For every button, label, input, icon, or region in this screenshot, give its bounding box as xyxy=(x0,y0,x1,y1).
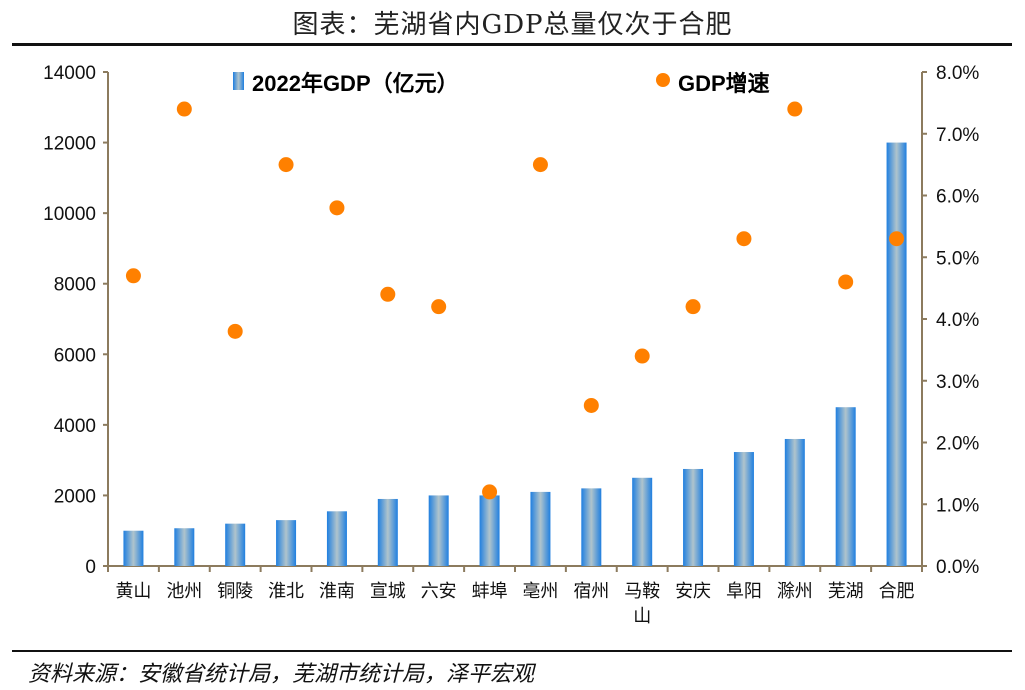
source-note: 资料来源：安徽省统计局，芜湖市统计局，泽平宏观 xyxy=(28,662,535,687)
growth-dot xyxy=(176,101,192,117)
gdp-bar xyxy=(123,530,144,566)
growth-dot xyxy=(685,299,701,315)
growth-dot xyxy=(532,157,548,173)
growth-dot xyxy=(787,101,803,117)
x-tick-label-wrap: 山 xyxy=(633,606,651,626)
x-tick-label: 蚌埠 xyxy=(472,581,508,601)
right-tick-label: 4.0% xyxy=(936,310,979,331)
bottom-rule xyxy=(12,650,1012,652)
gdp-bar xyxy=(326,511,347,566)
x-tick-label: 铜陵 xyxy=(217,581,253,601)
x-tick-label: 宿州 xyxy=(573,581,609,601)
growth-dot xyxy=(583,397,599,413)
x-tick-label: 宣城 xyxy=(370,581,406,601)
legend-dot-swatch xyxy=(656,73,670,87)
right-tick-label: 3.0% xyxy=(936,372,979,393)
gdp-bar xyxy=(683,468,704,566)
left-tick-label: 8000 xyxy=(54,275,96,296)
left-tick-label: 0 xyxy=(85,557,96,578)
x-tick-label: 池州 xyxy=(166,581,202,601)
gdp-bar xyxy=(428,495,449,566)
gdp-bar xyxy=(479,495,500,566)
left-tick-label: 6000 xyxy=(54,345,96,366)
x-tick-label: 安庆 xyxy=(675,581,711,601)
chart-title: 图表：芜湖省内GDP总量仅次于合肥 xyxy=(292,10,733,40)
legend-bar-label: 2022年GDP（亿元） xyxy=(252,71,459,96)
gdp-bar xyxy=(276,520,297,566)
growth-dot xyxy=(227,323,243,339)
chart: 0 2000 4000 6000 8000 10000 12000 14000 0.0% 1.0%… xyxy=(43,63,979,626)
x-tick-label: 淮北 xyxy=(268,581,304,601)
right-tick-label: 7.0% xyxy=(936,125,979,146)
gdp-bar xyxy=(886,142,907,567)
gdp-bar xyxy=(377,498,398,566)
right-tick-label: 8.0% xyxy=(936,63,979,84)
growth-dot xyxy=(482,484,498,500)
gdp-bar xyxy=(174,528,195,566)
gdp-bar xyxy=(632,477,653,566)
gdp-bar xyxy=(784,438,805,566)
growth-dot xyxy=(838,274,854,290)
right-tick-label: 5.0% xyxy=(936,248,979,269)
gdp-bar xyxy=(733,452,754,566)
growth-dot xyxy=(736,231,752,247)
growth-dot xyxy=(634,348,650,364)
x-tick-label: 六安 xyxy=(421,581,457,601)
x-tick-label: 合肥 xyxy=(879,581,915,601)
gdp-bar xyxy=(835,407,856,566)
left-tick-label: 12000 xyxy=(43,134,96,155)
left-tick-label: 14000 xyxy=(43,63,96,84)
growth-dot xyxy=(889,231,905,247)
left-tick-label: 4000 xyxy=(54,416,96,437)
x-tick-label: 马鞍 xyxy=(624,581,660,601)
right-tick-label: 2.0% xyxy=(936,434,979,455)
growth-dot xyxy=(329,200,345,216)
x-tick-label: 阜阳 xyxy=(726,581,762,601)
x-tick-label: 淮南 xyxy=(319,581,355,601)
x-tick-label: 亳州 xyxy=(522,581,558,601)
legend-bar-swatch xyxy=(233,72,244,90)
right-tick-label: 6.0% xyxy=(936,187,979,208)
x-tick-label: 芜湖 xyxy=(828,581,864,601)
growth-dot xyxy=(431,299,447,315)
gdp-bar xyxy=(530,491,551,566)
right-tick-label: 1.0% xyxy=(936,495,979,516)
top-rule xyxy=(12,43,1012,46)
x-tick-label: 黄山 xyxy=(115,581,151,601)
gdp-bar xyxy=(581,488,602,566)
growth-dot xyxy=(278,157,294,173)
legend-dot-label: GDP增速 xyxy=(678,71,770,96)
x-tick-label: 滁州 xyxy=(777,581,813,601)
growth-dot xyxy=(380,286,396,302)
left-tick-label: 10000 xyxy=(43,204,96,225)
right-tick-label: 0.0% xyxy=(936,557,979,578)
gdp-bar xyxy=(225,523,246,566)
growth-dot xyxy=(125,268,141,284)
left-tick-label: 2000 xyxy=(54,486,96,507)
